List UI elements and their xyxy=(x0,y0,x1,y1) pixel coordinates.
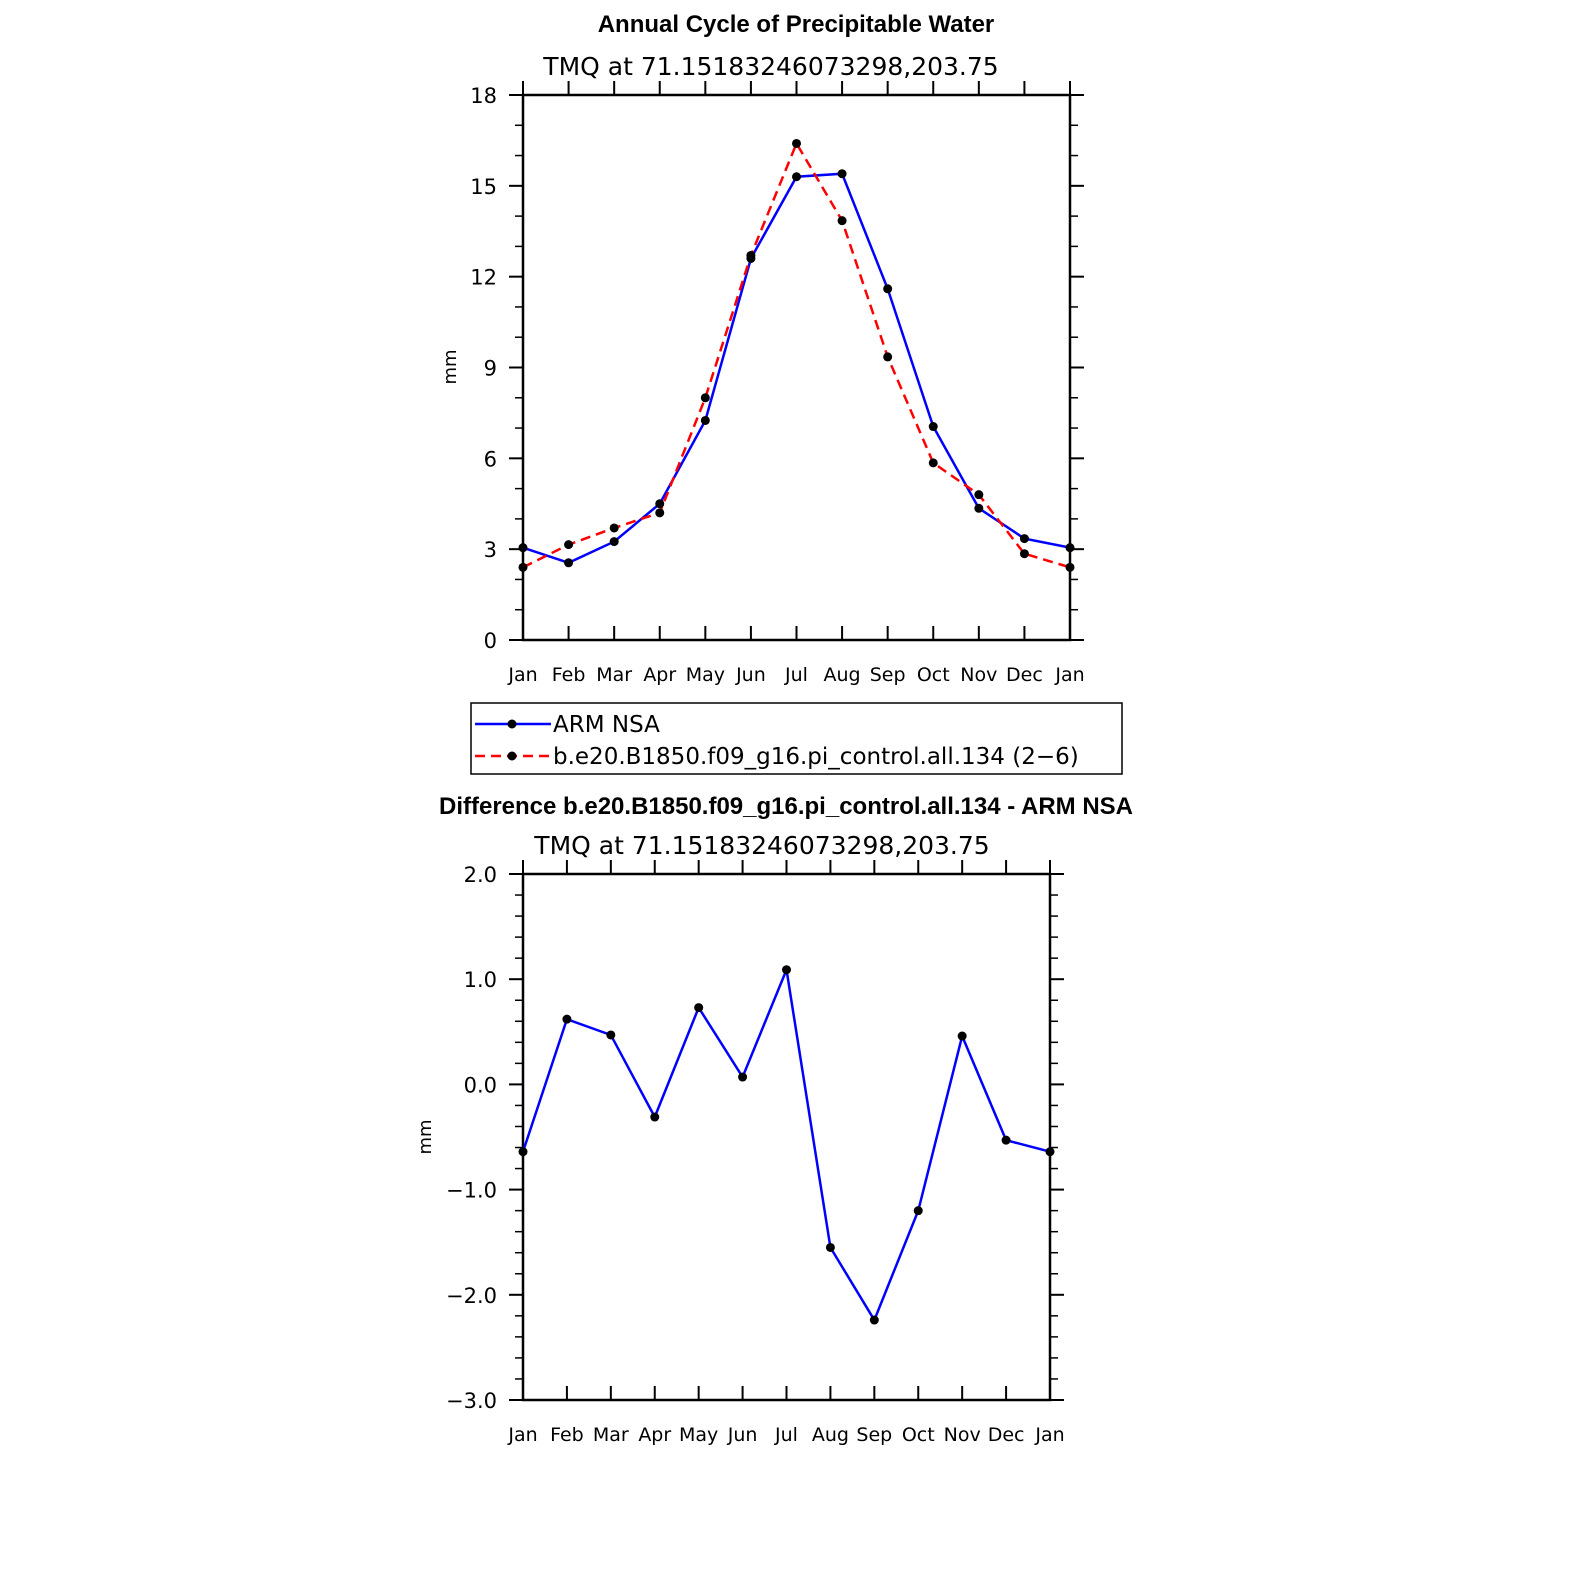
data-point-1-3 xyxy=(655,508,665,518)
plot-area-difference: Jan Feb Mar Apr May Jun Jul Aug Sep Oct Nov Dec Jan−… xyxy=(446,860,1065,1446)
legend-box xyxy=(470,702,1123,775)
x-tick-label: Jan xyxy=(1054,664,1084,686)
data-point-0-0 xyxy=(518,543,528,553)
data-point-1-4 xyxy=(700,393,710,403)
x-tick-label: Feb xyxy=(552,664,586,686)
x-tick-label: Nov xyxy=(944,1424,981,1446)
x-tick-label: Oct xyxy=(917,664,950,686)
data-point-0-4 xyxy=(694,1003,704,1013)
y-tick-label: −1.0 xyxy=(446,1179,497,1203)
data-point-0-1 xyxy=(564,558,574,568)
plot-frame xyxy=(521,872,1052,1402)
data-point-0-11 xyxy=(1001,1135,1011,1145)
x-tick-label: Jan xyxy=(507,1424,537,1446)
x-tick-label: Jul xyxy=(784,664,808,686)
legend: ARM NSA b.e20.B1850.f09_g16.pi_control.a… xyxy=(470,702,1123,775)
data-point-0-2 xyxy=(609,537,619,547)
data-point-0-2 xyxy=(606,1030,616,1040)
x-tick-label: Apr xyxy=(638,1424,671,1446)
x-tick-label: Oct xyxy=(902,1424,935,1446)
y-tick-label: 0 xyxy=(484,629,497,653)
data-point-1-12 xyxy=(1065,562,1075,572)
x-tick-label: Jun xyxy=(735,664,766,686)
data-point-0-7 xyxy=(837,169,847,179)
data-point-0-6 xyxy=(792,172,801,182)
y-tick-label: 0.0 xyxy=(464,1073,497,1097)
chart-title: Annual Cycle of Precipitable Water xyxy=(598,11,995,38)
y-tick-label: 1.0 xyxy=(464,968,497,992)
x-tick-label: Nov xyxy=(960,664,997,686)
series-line-0 xyxy=(522,172,1071,565)
legend-marker-model xyxy=(507,751,517,761)
data-point-0-4 xyxy=(700,415,710,425)
data-point-0-11 xyxy=(1019,534,1029,544)
x-tick-label: Sep xyxy=(870,664,906,686)
y-tick-label: 18 xyxy=(470,84,497,108)
series-line-1 xyxy=(522,140,1071,569)
y-tick-label: 15 xyxy=(470,175,497,199)
data-point-1-0 xyxy=(518,562,528,572)
x-tick-label: Aug xyxy=(824,664,861,686)
data-point-0-10 xyxy=(957,1031,967,1041)
data-point-0-9 xyxy=(928,422,938,432)
data-point-0-7 xyxy=(825,1242,835,1252)
data-point-0-5 xyxy=(738,1072,748,1082)
y-tick-label: −3.0 xyxy=(446,1389,497,1413)
data-point-0-3 xyxy=(650,1112,660,1122)
data-point-0-10 xyxy=(974,503,984,513)
x-tick-label: Jan xyxy=(507,664,537,686)
data-point-0-8 xyxy=(869,1315,879,1325)
data-point-1-1 xyxy=(564,540,574,550)
data-point-0-12 xyxy=(1065,543,1075,553)
x-tick-label: Aug xyxy=(812,1424,849,1446)
chart-title-difference: Difference b.e20.B1850.f09_g16.pi_contro… xyxy=(439,793,1133,820)
data-point-0-6 xyxy=(782,965,791,975)
y-tick-label: −2.0 xyxy=(446,1284,497,1308)
data-point-0-12 xyxy=(1045,1147,1055,1157)
y-axis-label-difference: mm xyxy=(415,1119,436,1154)
x-tick-label: Dec xyxy=(988,1424,1025,1446)
y-tick-label: 9 xyxy=(484,357,497,381)
data-point-1-11 xyxy=(1019,549,1029,559)
series-line-0 xyxy=(521,965,1051,1323)
data-point-0-1 xyxy=(562,1014,572,1024)
x-tick-label: Apr xyxy=(643,664,676,686)
data-point-1-7 xyxy=(837,216,847,226)
y-tick-label: 12 xyxy=(470,266,497,290)
data-point-0-3 xyxy=(655,499,665,509)
data-point-1-2 xyxy=(609,523,619,533)
y-tick-label: 3 xyxy=(484,538,497,562)
x-tick-label: Dec xyxy=(1006,664,1043,686)
x-tick-label: Jul xyxy=(774,1424,798,1446)
x-tick-label: Jan xyxy=(1034,1424,1064,1446)
legend-label-model: b.e20.B1850.f09_g16.pi_control.all.134 (… xyxy=(553,744,1079,770)
x-tick-label: Mar xyxy=(596,664,632,686)
data-point-1-8 xyxy=(883,352,893,362)
y-axis-label: mm xyxy=(440,349,461,384)
chart-subtitle-difference: TMQ at 71.15183246073298,203.75 xyxy=(533,831,989,860)
x-tick-label: May xyxy=(679,1424,718,1446)
chart-subtitle: TMQ at 71.15183246073298,203.75 xyxy=(542,52,998,81)
legend-label-arm-nsa: ARM NSA xyxy=(553,712,660,738)
data-point-1-5 xyxy=(746,250,756,260)
plot-area-annual-cycle: Jan Feb Mar Apr May Jun Jul Aug Sep Oct Nov Dec Jan 0… xyxy=(470,81,1085,686)
x-tick-label: Sep xyxy=(856,1424,892,1446)
data-point-1-10 xyxy=(974,490,984,500)
x-tick-label: Mar xyxy=(593,1424,629,1446)
data-point-0-9 xyxy=(913,1206,923,1216)
y-tick-label: 6 xyxy=(484,447,497,471)
y-tick-label: 2.0 xyxy=(464,863,497,887)
x-tick-label: May xyxy=(686,664,725,686)
data-point-0-8 xyxy=(883,284,893,294)
data-point-1-6 xyxy=(792,138,801,148)
data-point-0-0 xyxy=(518,1147,528,1157)
data-point-1-9 xyxy=(928,458,938,468)
x-tick-label: Feb xyxy=(550,1424,584,1446)
x-tick-label: Jun xyxy=(727,1424,758,1446)
legend-marker-arm-nsa xyxy=(507,719,517,729)
